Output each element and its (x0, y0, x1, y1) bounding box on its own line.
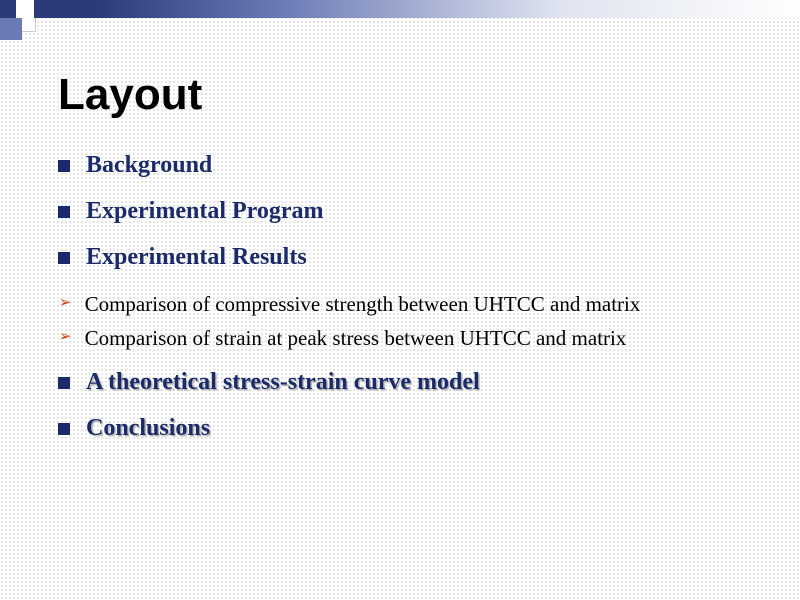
bullet-text: A theoretical stress-strain curve model (86, 369, 480, 396)
square-bullet-icon (58, 252, 70, 264)
square-bullet-icon (58, 160, 70, 172)
sub-bullet-text: Comparison of strain at peak stress betw… (85, 324, 627, 353)
square-bullet-icon (58, 423, 70, 435)
arrow-bullet-icon: ➢ (59, 293, 72, 312)
sub-bullet-item: ➢ Comparison of compressive strength bet… (59, 290, 760, 319)
square-bullet-icon (58, 377, 70, 389)
bullet-text: Experimental Results (86, 244, 307, 271)
bullet-item: Conclusions (58, 415, 760, 442)
bullet-text: Background (86, 152, 212, 179)
slide-title: Layout (58, 70, 760, 120)
bullet-item: Experimental Program (58, 198, 760, 225)
sub-bullet-block: ➢ Comparison of compressive strength bet… (58, 290, 760, 354)
bullet-item: A theoretical stress-strain curve model (58, 369, 760, 396)
arrow-bullet-icon: ➢ (59, 327, 72, 346)
square-bullet-icon (58, 206, 70, 218)
slide-content: Layout Background Experimental Program E… (0, 0, 800, 442)
bullet-text: Conclusions (86, 415, 210, 442)
sub-bullet-text: Comparison of compressive strength betwe… (85, 290, 641, 319)
bullet-item: Background (58, 152, 760, 179)
sub-bullet-item: ➢ Comparison of strain at peak stress be… (59, 324, 760, 353)
bullet-text: Experimental Program (86, 198, 324, 225)
bullet-item: Experimental Results (58, 244, 760, 271)
